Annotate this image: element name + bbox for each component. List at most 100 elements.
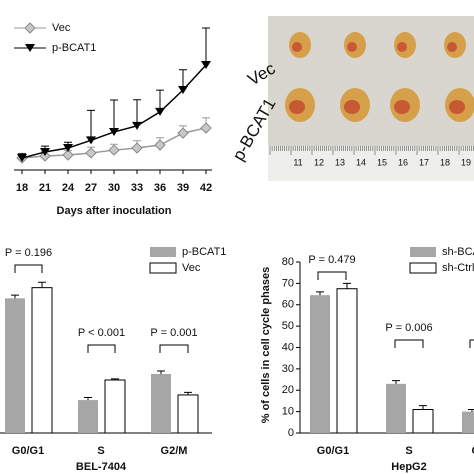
x-tick-label: G2/M	[472, 445, 474, 457]
error-bar	[38, 281, 46, 288]
x-tick-label: G2/M	[161, 445, 188, 457]
tumor-spot	[449, 100, 465, 114]
error-bar	[419, 405, 427, 410]
x-axis-title: Days after inoculation	[57, 205, 172, 217]
annotation: P = 0.479	[308, 254, 355, 266]
x-axis-title: BEL-7404	[76, 461, 127, 473]
error-bar	[468, 408, 474, 412]
bracket	[394, 339, 424, 348]
marker	[177, 127, 189, 139]
y-tick-label: 60	[282, 299, 294, 311]
y-tick-label: 80	[282, 256, 294, 268]
x-tick-label: 33	[131, 182, 143, 194]
ruler-label: 16	[398, 157, 408, 167]
bracket	[317, 271, 347, 280]
x-tick-label: 36	[154, 182, 166, 194]
y-tick-label: 30	[282, 363, 294, 375]
x-axis-title: HepG2	[391, 461, 426, 473]
error-bar	[392, 380, 400, 384]
bar	[5, 298, 25, 433]
error-bar	[84, 397, 92, 401]
tumor-spot	[289, 100, 305, 114]
ruler-label: 12	[314, 157, 324, 167]
bar	[386, 383, 406, 433]
marker	[131, 142, 143, 154]
bar	[151, 374, 171, 433]
y-tick-label: 40	[282, 341, 294, 353]
error-bar	[133, 99, 141, 126]
x-tick-label: 39	[177, 182, 189, 194]
error-bar	[87, 109, 95, 141]
legend-label: Vec	[182, 262, 201, 274]
marker	[17, 154, 27, 163]
marker	[155, 107, 165, 116]
annotation: P < 0.001	[78, 327, 125, 339]
marker	[132, 121, 142, 130]
marker	[178, 86, 188, 95]
bar	[104, 379, 126, 434]
annotation: P = 0.196	[5, 247, 52, 259]
y-tick-label: 50	[282, 320, 294, 332]
bracket	[159, 344, 189, 353]
bracket	[87, 344, 116, 353]
tumor-spot	[344, 100, 360, 114]
tumor-spot	[347, 42, 357, 52]
legend-label: sh-BCAT1	[442, 246, 474, 258]
marker	[85, 147, 97, 159]
legend-swatch	[409, 262, 437, 274]
x-tick-label: 24	[62, 182, 75, 194]
legend-label: p-BCAT1	[52, 42, 96, 54]
bar	[310, 295, 330, 433]
marker	[39, 150, 51, 162]
bar	[177, 394, 199, 434]
tumor-spot	[397, 42, 407, 52]
x-tick-label: 21	[39, 182, 51, 194]
x-tick-label: 30	[108, 182, 120, 194]
marker	[201, 60, 211, 69]
legend-swatch	[149, 262, 177, 274]
legend-label: sh-Ctrl	[442, 262, 474, 274]
error-bar	[184, 391, 192, 395]
legend-label: p-BCAT1	[182, 246, 226, 258]
marker	[86, 136, 96, 145]
x-tick-label: G0/G1	[12, 445, 44, 457]
marker	[24, 22, 36, 34]
ruler-label: 13	[335, 157, 345, 167]
ruler-label: 11	[293, 157, 302, 167]
error-bar	[11, 294, 19, 299]
legend-swatch	[410, 247, 436, 257]
error-bar	[110, 99, 118, 132]
marker	[62, 149, 74, 161]
x-tick-label: S	[97, 445, 104, 457]
bracket	[14, 264, 43, 273]
tumor-spot	[394, 100, 410, 114]
bar	[78, 400, 98, 433]
ruler-label: 18	[440, 157, 450, 167]
y-tick-label: 20	[282, 384, 294, 396]
error-bar	[157, 370, 165, 375]
marker	[154, 139, 166, 151]
y-tick-label: 10	[282, 406, 294, 418]
legend-swatch	[150, 247, 176, 257]
bar	[462, 411, 474, 433]
bar	[31, 287, 53, 434]
ruler-label: 15	[377, 157, 387, 167]
x-tick-label: 27	[85, 182, 97, 194]
error-bar	[111, 378, 119, 380]
ruler-label: 14	[356, 157, 366, 167]
marker	[108, 144, 120, 156]
marker	[25, 44, 35, 52]
marker	[200, 122, 212, 134]
bar	[336, 288, 358, 434]
ruler	[268, 146, 474, 181]
bar	[412, 408, 434, 434]
annotation: P = 0.001	[150, 327, 197, 339]
ruler-label: 19	[461, 157, 471, 167]
error-bar	[202, 27, 210, 65]
error-bar	[343, 282, 351, 289]
tumor-spot	[447, 42, 457, 52]
x-tick-label: 42	[200, 182, 212, 194]
x-tick-label: G0/G1	[317, 445, 349, 457]
y-axis-title: % of cells in cell cycle phases	[260, 267, 272, 424]
bracket	[469, 339, 474, 348]
